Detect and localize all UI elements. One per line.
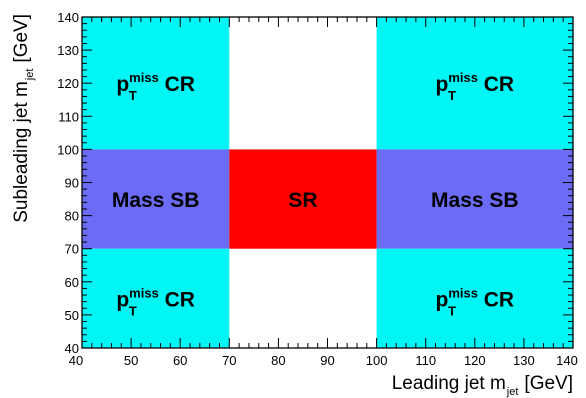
- x-tick-label: 130: [513, 353, 535, 368]
- x-axis-title-unit: [GeV]: [524, 373, 573, 394]
- region-label-main: p: [436, 73, 449, 96]
- region-sb-right: [376, 149, 573, 249]
- region-cr-top-right: [376, 17, 573, 150]
- x-tick-label: 70: [222, 353, 236, 368]
- y-tick-label: 90: [65, 176, 79, 191]
- y-axis-title-main: Subleading jet m: [11, 81, 32, 223]
- y-tick-label: 120: [57, 76, 79, 91]
- x-tick-label: 50: [124, 353, 138, 368]
- region-label-superscript: miss: [129, 70, 159, 85]
- y-tick-label: 80: [65, 209, 79, 224]
- region-label-cr-top-left: pmiss T CR: [116, 70, 195, 103]
- region-label-suffix: CR: [159, 73, 195, 96]
- y-tick-label: 110: [58, 109, 79, 124]
- x-axis-title: Leading jet mjet [GeV]: [392, 373, 573, 398]
- region-label-superscript: miss: [448, 285, 478, 300]
- tick-labels-layer: 40 50 60 70 80 90 100 110 120 130 140 40 50 60 70 80 90 1…: [57, 10, 578, 368]
- x-tick-label: 120: [464, 353, 486, 368]
- y-tick-label: 100: [57, 142, 79, 157]
- region-label-superscript: miss: [448, 70, 478, 85]
- region-label-suffix: CR: [478, 288, 514, 311]
- region-label-sr: SR: [288, 189, 317, 212]
- x-axis-title-subscript: jet: [506, 386, 519, 398]
- region-label-sb-right: Mass SB: [431, 189, 519, 212]
- region-label-subscript: T: [448, 88, 456, 103]
- region-cr-bottom-right: [376, 248, 573, 348]
- y-tick-label: 50: [65, 308, 79, 323]
- y-axis-title-subscript: jet: [24, 69, 36, 82]
- region-cr-top-left: [82, 17, 230, 150]
- x-tick-label: 110: [415, 353, 436, 368]
- y-tick-label: 130: [57, 43, 79, 58]
- y-axis-title: Subleading jet mjet [GeV]: [11, 14, 36, 223]
- region-label-main: p: [116, 288, 129, 311]
- region-label-subscript: T: [448, 303, 456, 318]
- x-tick-label: 80: [271, 353, 285, 368]
- region-label-cr-top-right: pmiss T CR: [436, 70, 515, 103]
- plot-frame: [81, 16, 574, 349]
- region-label-sb-left: Mass SB: [112, 189, 200, 212]
- region-cr-bottom-left: [82, 248, 230, 348]
- y-tick-label: 70: [65, 242, 79, 257]
- region-sr: [229, 149, 377, 249]
- region-label-suffix: CR: [478, 73, 514, 96]
- y-tick-label: 40: [65, 341, 79, 356]
- region-label-suffix: CR: [159, 288, 195, 311]
- x-tick-label: 90: [320, 353, 334, 368]
- y-axis-title-unit: [GeV]: [11, 14, 32, 63]
- region-label-subscript: T: [129, 88, 137, 103]
- region-label-main: p: [116, 73, 129, 96]
- x-tick-label: 100: [366, 353, 388, 368]
- region-sb-left: [82, 149, 230, 249]
- regions-layer: [82, 17, 573, 348]
- x-tick-label: 140: [556, 353, 578, 368]
- region-label-cr-bottom-right: pmiss T CR: [436, 285, 515, 318]
- x-tick-label: 60: [173, 353, 187, 368]
- x-axis-title-main: Leading jet m: [392, 373, 506, 394]
- region-label-superscript: miss: [129, 285, 159, 300]
- y-tick-label: 140: [57, 10, 79, 25]
- region-label-cr-bottom-left: pmiss T CR: [116, 285, 195, 318]
- y-tick-label: 60: [65, 275, 79, 290]
- region-label-subscript: T: [129, 303, 137, 318]
- region-label-main: p: [436, 288, 449, 311]
- x-tick-label: 40: [69, 353, 83, 368]
